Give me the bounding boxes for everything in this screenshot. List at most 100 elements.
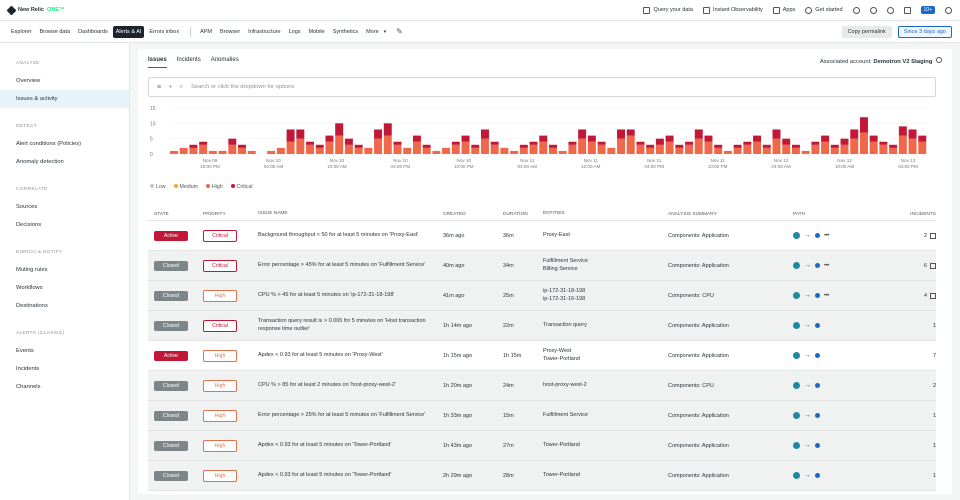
bar-high[interactable]: [480, 138, 489, 154]
bar-high[interactable]: [607, 147, 616, 154]
bar-critical[interactable]: [374, 129, 383, 139]
bar-high[interactable]: [208, 150, 217, 154]
bar-high[interactable]: [753, 141, 762, 154]
legend-item[interactable]: Critical: [230, 184, 253, 190]
copy-permalink-button[interactable]: Copy permalink: [841, 25, 892, 38]
bar-high[interactable]: [782, 144, 791, 154]
entities-value[interactable]: Fulfillment Service: [543, 411, 588, 418]
entities-value[interactable]: ip-172-31-18-198 ip-172-31-16-198: [543, 288, 586, 302]
bar-high[interactable]: [412, 141, 421, 154]
bar-high[interactable]: [461, 141, 470, 154]
sidebar-item-alert-conditions[interactable]: Alert conditions (Policies): [16, 141, 82, 147]
issue-name[interactable]: CPU % > 45 for at least 5 minutes on 'ip…: [258, 291, 395, 298]
bar-critical[interactable]: [655, 138, 664, 145]
bar-critical[interactable]: [840, 138, 849, 145]
help-icon[interactable]: [869, 6, 877, 14]
table-row[interactable]: Closed High CPU % > 85 for at least 2 minu…: [148, 371, 936, 401]
bar-critical[interactable]: [451, 141, 460, 145]
bar-high[interactable]: [655, 144, 664, 154]
bar-high[interactable]: [772, 138, 781, 154]
bar-high[interactable]: [762, 147, 771, 154]
bar-high[interactable]: [364, 147, 373, 154]
header-duration[interactable]: DURATION: [503, 212, 528, 217]
bar-high[interactable]: [733, 147, 742, 154]
bar-high[interactable]: [432, 150, 441, 154]
table-row[interactable]: Closed High Apdex < 0.93 for at least 5 mi…: [148, 461, 936, 491]
bar-critical[interactable]: [480, 129, 489, 139]
bar-critical[interactable]: [898, 126, 907, 136]
bar-high[interactable]: [374, 138, 383, 154]
bar-critical[interactable]: [908, 129, 917, 139]
bar-high[interactable]: [879, 144, 888, 154]
edit-pencil-icon[interactable]: ✎: [396, 27, 403, 36]
query-data-link[interactable]: Query your data: [643, 6, 693, 14]
nav-dashboards[interactable]: Dashboards: [78, 28, 108, 35]
header-issue-name[interactable]: ISSUE NAME: [258, 211, 288, 217]
bar-critical[interactable]: [685, 141, 694, 145]
table-row[interactable]: Closed Critical Transaction query result i…: [148, 311, 936, 341]
entities-value[interactable]: Proxy-West Tower-Portland: [543, 348, 580, 362]
path-cell[interactable]: →: [793, 442, 888, 449]
feedback-icon[interactable]: [903, 6, 911, 14]
bar-critical[interactable]: [665, 135, 674, 142]
issue-name[interactable]: Error percentage > 25% for at least 5 mi…: [258, 411, 426, 418]
bar-critical[interactable]: [354, 144, 363, 148]
bar-critical[interactable]: [859, 117, 868, 133]
bar-critical[interactable]: [189, 144, 198, 148]
sidebar-item-decisions[interactable]: Decisions: [16, 222, 42, 228]
bar-critical[interactable]: [529, 141, 538, 145]
bar-high[interactable]: [325, 141, 334, 154]
bar-critical[interactable]: [286, 129, 295, 142]
table-row[interactable]: Closed High Error percentage > 25% for at …: [148, 401, 936, 431]
issue-name[interactable]: Apdex < 0.93 for at least 5 minutes on '…: [258, 351, 383, 358]
bar-critical[interactable]: [228, 138, 237, 145]
bar-critical[interactable]: [782, 138, 791, 145]
bar-critical[interactable]: [461, 135, 470, 142]
bar-critical[interactable]: [753, 135, 762, 142]
search-icon[interactable]: [852, 6, 860, 14]
nav-apm[interactable]: APM: [200, 28, 212, 35]
bar-critical[interactable]: [578, 129, 587, 139]
nav-more[interactable]: More: [366, 28, 379, 35]
bar-high[interactable]: [267, 150, 276, 154]
issue-name[interactable]: Background throughput < 50 for at least …: [258, 231, 419, 238]
table-row[interactable]: Active High Apdex < 0.93 for at least 5 mi…: [148, 341, 936, 371]
bar-critical[interactable]: [636, 141, 645, 145]
header-analysis-summary[interactable]: ANALYSIS SUMMARY: [668, 212, 717, 217]
sidebar-item-issues-activity[interactable]: Issues & activity: [0, 90, 129, 108]
info-icon[interactable]: [886, 6, 894, 14]
bar-high[interactable]: [451, 144, 460, 154]
bar-high[interactable]: [850, 138, 859, 154]
bar-high[interactable]: [558, 150, 567, 154]
bar-critical[interactable]: [597, 141, 606, 145]
bar-high[interactable]: [315, 147, 324, 154]
bar-high[interactable]: [403, 147, 412, 154]
entities-value[interactable]: Transaction query: [543, 321, 587, 328]
header-priority[interactable]: PRIORITY: [203, 212, 226, 217]
bar-high[interactable]: [568, 144, 577, 154]
bar-critical[interactable]: [549, 144, 557, 148]
bar-critical[interactable]: [519, 144, 528, 148]
sidebar-item-sources[interactable]: Sources: [16, 204, 38, 210]
tab-issues[interactable]: Issues: [148, 57, 167, 68]
bar-high[interactable]: [665, 141, 674, 154]
bar-high[interactable]: [675, 147, 684, 154]
bar-critical[interactable]: [393, 141, 402, 145]
bar-critical[interactable]: [733, 144, 742, 148]
path-cell[interactable]: →: [793, 382, 888, 389]
bar-high[interactable]: [228, 144, 237, 154]
bar-high[interactable]: [510, 150, 519, 154]
bar-high[interactable]: [587, 141, 596, 154]
chevron-down-icon[interactable]: ▾: [169, 84, 172, 90]
bar-critical[interactable]: [772, 129, 781, 139]
get-started-link[interactable]: Get started: [805, 6, 843, 14]
bar-critical[interactable]: [306, 141, 315, 145]
nav-browser[interactable]: Browser: [220, 28, 241, 35]
bar-high[interactable]: [791, 147, 800, 154]
bar-high[interactable]: [170, 150, 178, 154]
bar-high[interactable]: [519, 147, 528, 154]
bar-critical[interactable]: [830, 144, 839, 148]
sidebar-item-workflows[interactable]: Workflows: [16, 285, 43, 291]
time-picker-button[interactable]: Since 3 days ago: [897, 25, 952, 38]
bar-high[interactable]: [335, 135, 344, 154]
